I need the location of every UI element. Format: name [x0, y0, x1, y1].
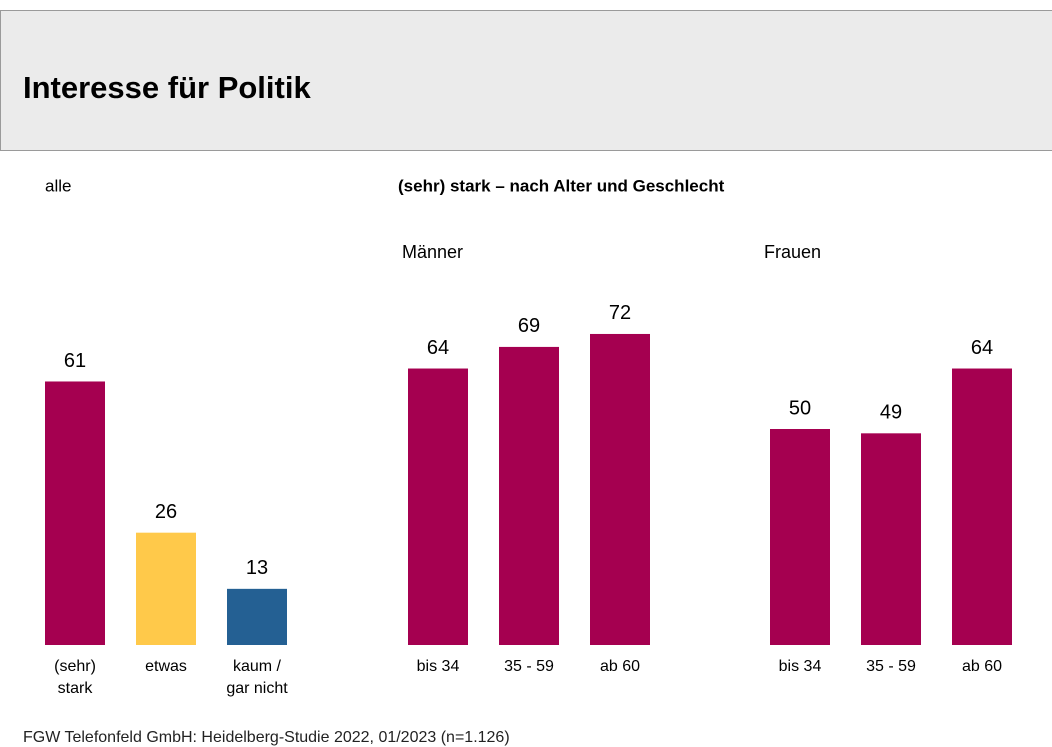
value-label: 64 — [427, 337, 449, 359]
chart-title: Frauen — [764, 242, 821, 262]
bar — [861, 433, 921, 645]
subtitle: (sehr) stark – nach Alter und Geschlecht — [398, 176, 725, 195]
bar — [45, 381, 105, 645]
value-label: 64 — [971, 337, 993, 359]
value-label: 26 — [155, 501, 177, 523]
category-label: ab 60 — [600, 658, 640, 675]
value-label: 13 — [246, 557, 268, 579]
footer: FGW Telefonfeld GmbH: Heidelberg-Studie … — [23, 729, 510, 746]
category-label: 35 - 59 — [866, 658, 916, 675]
category-label: ab 60 — [962, 658, 1002, 675]
bar — [227, 588, 287, 645]
category-label: 35 - 59 — [504, 658, 554, 675]
header-band — [0, 10, 1052, 151]
value-label: 49 — [880, 402, 902, 424]
chart-title: Männer — [402, 242, 463, 262]
value-label: 72 — [609, 302, 631, 324]
bar — [499, 346, 559, 645]
chart-title: alle — [45, 176, 71, 195]
category-label: kaum / gar nicht — [226, 658, 288, 697]
category-label: etwas — [145, 658, 187, 675]
value-label: 61 — [64, 350, 86, 372]
bar — [136, 532, 196, 645]
bar — [770, 429, 830, 645]
bar — [408, 368, 468, 645]
bar — [952, 368, 1012, 645]
category-label: bis 34 — [779, 658, 822, 675]
value-label: 69 — [518, 315, 540, 337]
page-title: Interesse für Politik — [23, 70, 311, 105]
bar — [590, 333, 650, 645]
category-label: bis 34 — [417, 658, 460, 675]
category-label: (sehr) stark — [54, 658, 96, 697]
value-label: 50 — [789, 397, 811, 419]
